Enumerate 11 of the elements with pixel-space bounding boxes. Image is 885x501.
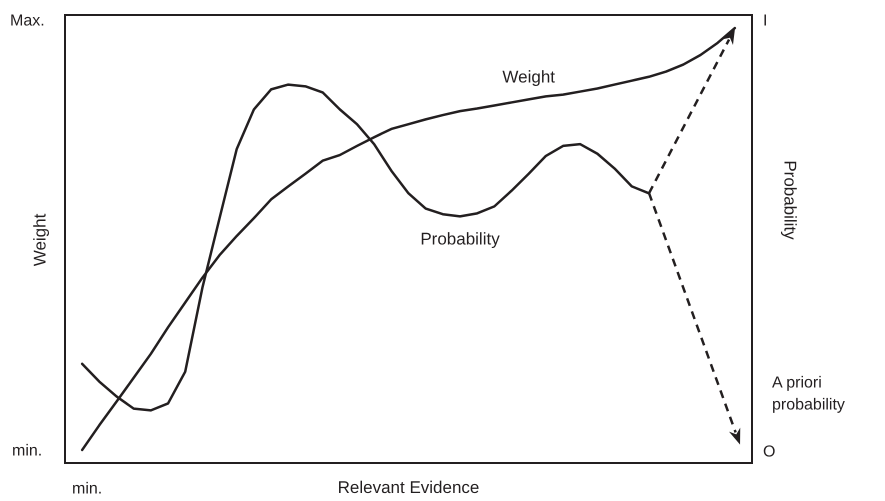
y2-axis-title: Probability (780, 160, 800, 240)
text: min. (72, 480, 102, 498)
text: Max. (10, 12, 45, 30)
text: O (763, 444, 776, 460)
series-label: Weight (502, 67, 556, 86)
text: A priori probability (772, 374, 845, 414)
series-label: Probability (420, 229, 500, 248)
x-axis-title: Relevant Evidence (338, 478, 480, 497)
text: min. (12, 442, 42, 460)
y-axis-title: Weight (30, 213, 50, 266)
text: I (763, 12, 768, 30)
